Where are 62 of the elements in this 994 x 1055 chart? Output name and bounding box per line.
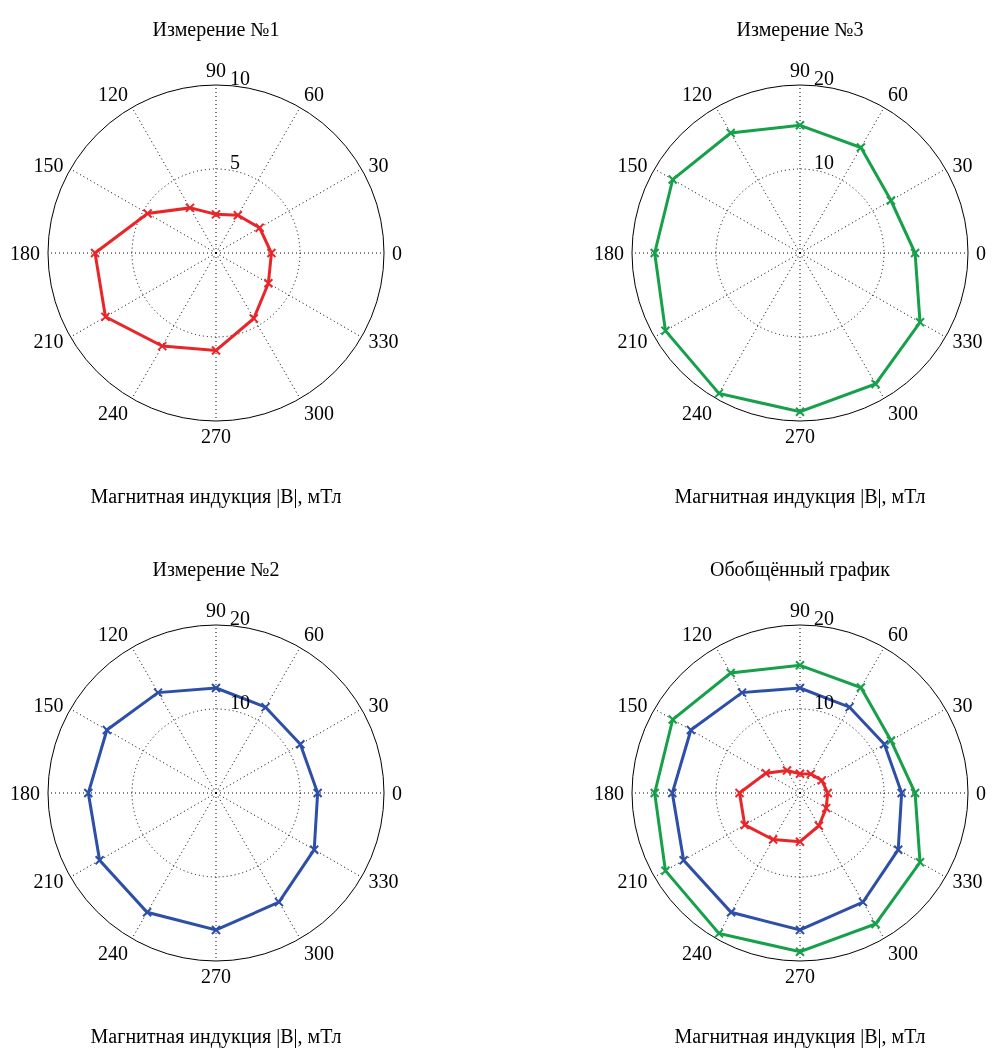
spoke-label: 270 [201, 425, 231, 448]
spoke-label: 90 [206, 59, 226, 81]
spoke-label: 210 [33, 870, 64, 893]
spoke-label: 240 [682, 401, 712, 424]
spoke-label: 240 [682, 941, 712, 964]
spoke-label: 60 [888, 82, 908, 105]
spoke-label: 300 [888, 401, 918, 424]
spoke-label: 270 [201, 965, 231, 988]
spoke-label: 90 [206, 599, 226, 621]
chart-title: Измерение №3 [735, 18, 865, 41]
spoke-label: 330 [368, 870, 399, 893]
spoke-label: 120 [682, 82, 712, 105]
spoke-label: 300 [304, 941, 334, 964]
spoke-label: 240 [98, 401, 128, 424]
spoke-label: 150 [33, 154, 64, 177]
spoke-label: 150 [617, 694, 648, 717]
text: Магнитная индукция |B|, мТл [673, 1025, 927, 1048]
spoke-label: 150 [33, 694, 64, 717]
spoke-label: 330 [952, 330, 983, 353]
spoke-label: 210 [617, 870, 648, 893]
spoke-label: 60 [304, 622, 324, 645]
spoke-label: 60 [304, 82, 324, 105]
spoke-label: 30 [368, 694, 389, 717]
spoke-label: 180 [594, 782, 624, 805]
spoke-label: 240 [98, 941, 128, 964]
spoke-label: 150 [617, 154, 648, 177]
spoke-label: 300 [888, 941, 918, 964]
y-tick-label: 10 [814, 151, 834, 173]
spoke-label: 120 [98, 82, 128, 105]
y-tick-label: 5 [230, 151, 240, 173]
spoke-label: 30 [952, 154, 973, 177]
spoke-label: 210 [617, 330, 648, 353]
spoke-label: 210 [33, 330, 64, 353]
spoke-label: 270 [785, 965, 815, 988]
chart-title: Измерение №1 [151, 18, 281, 41]
spoke-label: 30 [368, 154, 389, 177]
text: Магнитная индукция |B|, мТл [89, 485, 343, 508]
spoke-label: 0 [392, 782, 402, 805]
spoke-label: 90 [790, 599, 810, 621]
chart-title: Обобщённый график [708, 558, 892, 581]
text: Магнитная индукция |B|, мТл [673, 485, 927, 508]
y-tick-label: 20 [814, 607, 834, 629]
spoke-label: 0 [392, 242, 402, 265]
spoke-label: 0 [976, 242, 986, 265]
spoke-label: 330 [368, 330, 399, 353]
spoke-label: 120 [682, 622, 712, 645]
spoke-label: 30 [952, 694, 973, 717]
spoke-label: 90 [790, 59, 810, 81]
chart-title: Измерение №2 [151, 558, 281, 581]
spoke-label: 180 [10, 242, 40, 265]
spoke-label: 0 [976, 782, 986, 805]
spoke-label: 180 [594, 242, 624, 265]
spoke-label: 300 [304, 401, 334, 424]
spoke-label: 180 [10, 782, 40, 805]
text: Магнитная индукция |B|, мТл [89, 1025, 343, 1048]
y-tick-label: 10 [230, 67, 250, 89]
spoke-label: 120 [98, 622, 128, 645]
y-tick-label: 20 [230, 607, 250, 629]
spoke-label: 270 [785, 425, 815, 448]
spoke-label: 60 [888, 622, 908, 645]
spoke-label: 330 [952, 870, 983, 893]
y-tick-label: 20 [814, 67, 834, 89]
